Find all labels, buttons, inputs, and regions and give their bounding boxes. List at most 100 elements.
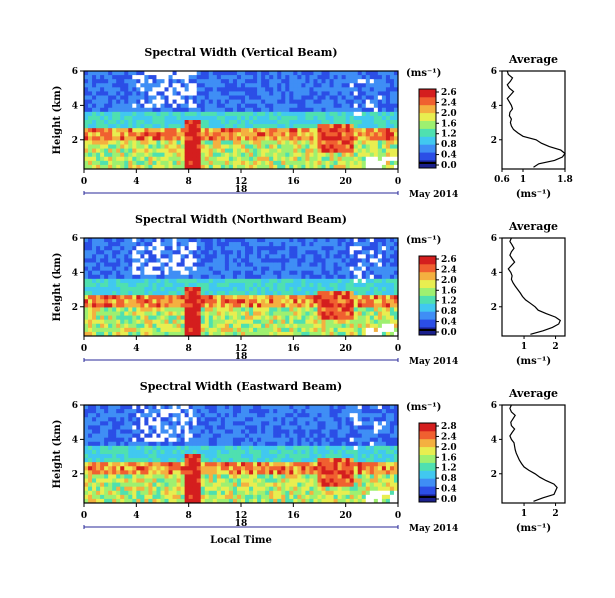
heatmap-cell xyxy=(261,437,266,443)
heatmap-cell xyxy=(245,282,250,288)
heatmap-cell xyxy=(269,103,274,109)
heatmap-cell xyxy=(96,282,101,288)
heatmap-cell xyxy=(245,299,250,304)
heatmap-cell xyxy=(289,319,294,325)
heatmap-cell xyxy=(361,238,367,243)
heatmap-cell xyxy=(301,148,306,154)
heatmap-cell xyxy=(305,323,310,329)
heatmap-cell xyxy=(108,462,113,467)
heatmap-cell xyxy=(257,115,262,121)
heatmap-cell xyxy=(224,266,230,272)
heatmap-cell xyxy=(196,494,202,500)
heatmap-cell xyxy=(128,270,133,276)
heatmap-cell xyxy=(249,160,254,166)
heatmap-cell xyxy=(317,152,322,158)
heatmap-cell xyxy=(160,303,165,308)
heatmap-cell xyxy=(140,242,145,247)
heatmap-cell xyxy=(188,303,194,308)
heatmap-cell xyxy=(385,242,391,247)
heatmap-cell xyxy=(293,238,298,243)
heatmap-cell xyxy=(357,278,363,284)
heatmap-cell xyxy=(212,152,218,158)
heatmap-cell xyxy=(188,79,194,84)
heatmap-cell xyxy=(212,132,218,137)
heatmap-cell xyxy=(108,274,113,280)
average-title: Average xyxy=(508,53,558,66)
heatmap-cell xyxy=(124,79,129,84)
heatmap-cell xyxy=(200,470,206,475)
heatmap-cell xyxy=(88,250,93,255)
heatmap-cell xyxy=(317,99,322,105)
heatmap-cell xyxy=(156,303,161,308)
heatmap-cell xyxy=(124,490,129,496)
heatmap-cell xyxy=(389,128,395,133)
heatmap-cell xyxy=(277,115,282,121)
heatmap-cell xyxy=(373,120,379,125)
heatmap-cell xyxy=(164,124,169,129)
heatmap-cell xyxy=(120,299,125,304)
heatmap-cell xyxy=(285,299,290,304)
heatmap-cell xyxy=(220,307,226,312)
heatmap-cell xyxy=(277,124,282,129)
heatmap-cell xyxy=(104,128,109,133)
heatmap-cell xyxy=(329,323,334,329)
heatmap-cell xyxy=(393,323,399,329)
heatmap-cell xyxy=(317,327,322,333)
heatmap-cell xyxy=(377,75,383,80)
heatmap-cell xyxy=(216,462,222,467)
heatmap-cell xyxy=(128,282,133,288)
heatmap-cell xyxy=(144,258,149,263)
heatmap-cell xyxy=(365,111,371,117)
heatmap-cell xyxy=(337,311,343,316)
heatmap-cell xyxy=(297,95,302,100)
heatmap-cell xyxy=(261,307,266,312)
heatmap-cell xyxy=(124,421,129,426)
heatmap-cell xyxy=(164,278,169,284)
heatmap-cell xyxy=(365,87,371,92)
heatmap-cell xyxy=(381,115,387,121)
heatmap-cell xyxy=(168,490,173,496)
heatmap-cell xyxy=(104,323,109,329)
heatmap-cell xyxy=(236,319,242,325)
heatmap-cell xyxy=(393,291,399,296)
heatmap-cell xyxy=(208,103,214,109)
heatmap-cell xyxy=(325,331,330,337)
heatmap-cell xyxy=(180,417,186,422)
heatmap-cell xyxy=(216,405,222,410)
heatmap-cell xyxy=(377,323,383,329)
heatmap-cell xyxy=(88,307,93,312)
heatmap-cell xyxy=(385,140,391,145)
heatmap-cell xyxy=(285,287,290,292)
heatmap-cell xyxy=(104,71,109,76)
heatmap-cell xyxy=(220,409,226,414)
heatmap-cell xyxy=(204,238,210,243)
heatmap-cell xyxy=(373,258,379,263)
heatmap-cell xyxy=(180,266,186,272)
heatmap-cell xyxy=(313,136,318,141)
heatmap-cell xyxy=(156,425,161,430)
heatmap-cell xyxy=(168,274,173,280)
heatmap-cell xyxy=(253,433,258,439)
heatmap-cell xyxy=(245,405,250,410)
heatmap-cell xyxy=(361,323,367,329)
heatmap-cell xyxy=(216,319,222,325)
heatmap-cell xyxy=(289,103,294,109)
heatmap-cell xyxy=(140,254,145,259)
heatmap-cell xyxy=(200,417,206,422)
heatmap-cell xyxy=(313,266,318,272)
heatmap-cell xyxy=(156,319,161,325)
heatmap-cell xyxy=(204,111,210,117)
heatmap-cell xyxy=(224,323,230,329)
heatmap-cell xyxy=(180,148,186,154)
heatmap-cell xyxy=(301,250,306,255)
heatmap-cell xyxy=(92,458,97,463)
heatmap-cell xyxy=(321,115,326,121)
heatmap-cell xyxy=(369,246,375,251)
heatmap-cell xyxy=(349,311,355,316)
heatmap-cell xyxy=(220,490,226,496)
heatmap-cell xyxy=(277,107,282,113)
heatmap-cell xyxy=(293,87,298,92)
heatmap-cell xyxy=(180,83,186,88)
heatmap-cell xyxy=(228,254,234,259)
heatmap-cell xyxy=(168,494,173,500)
